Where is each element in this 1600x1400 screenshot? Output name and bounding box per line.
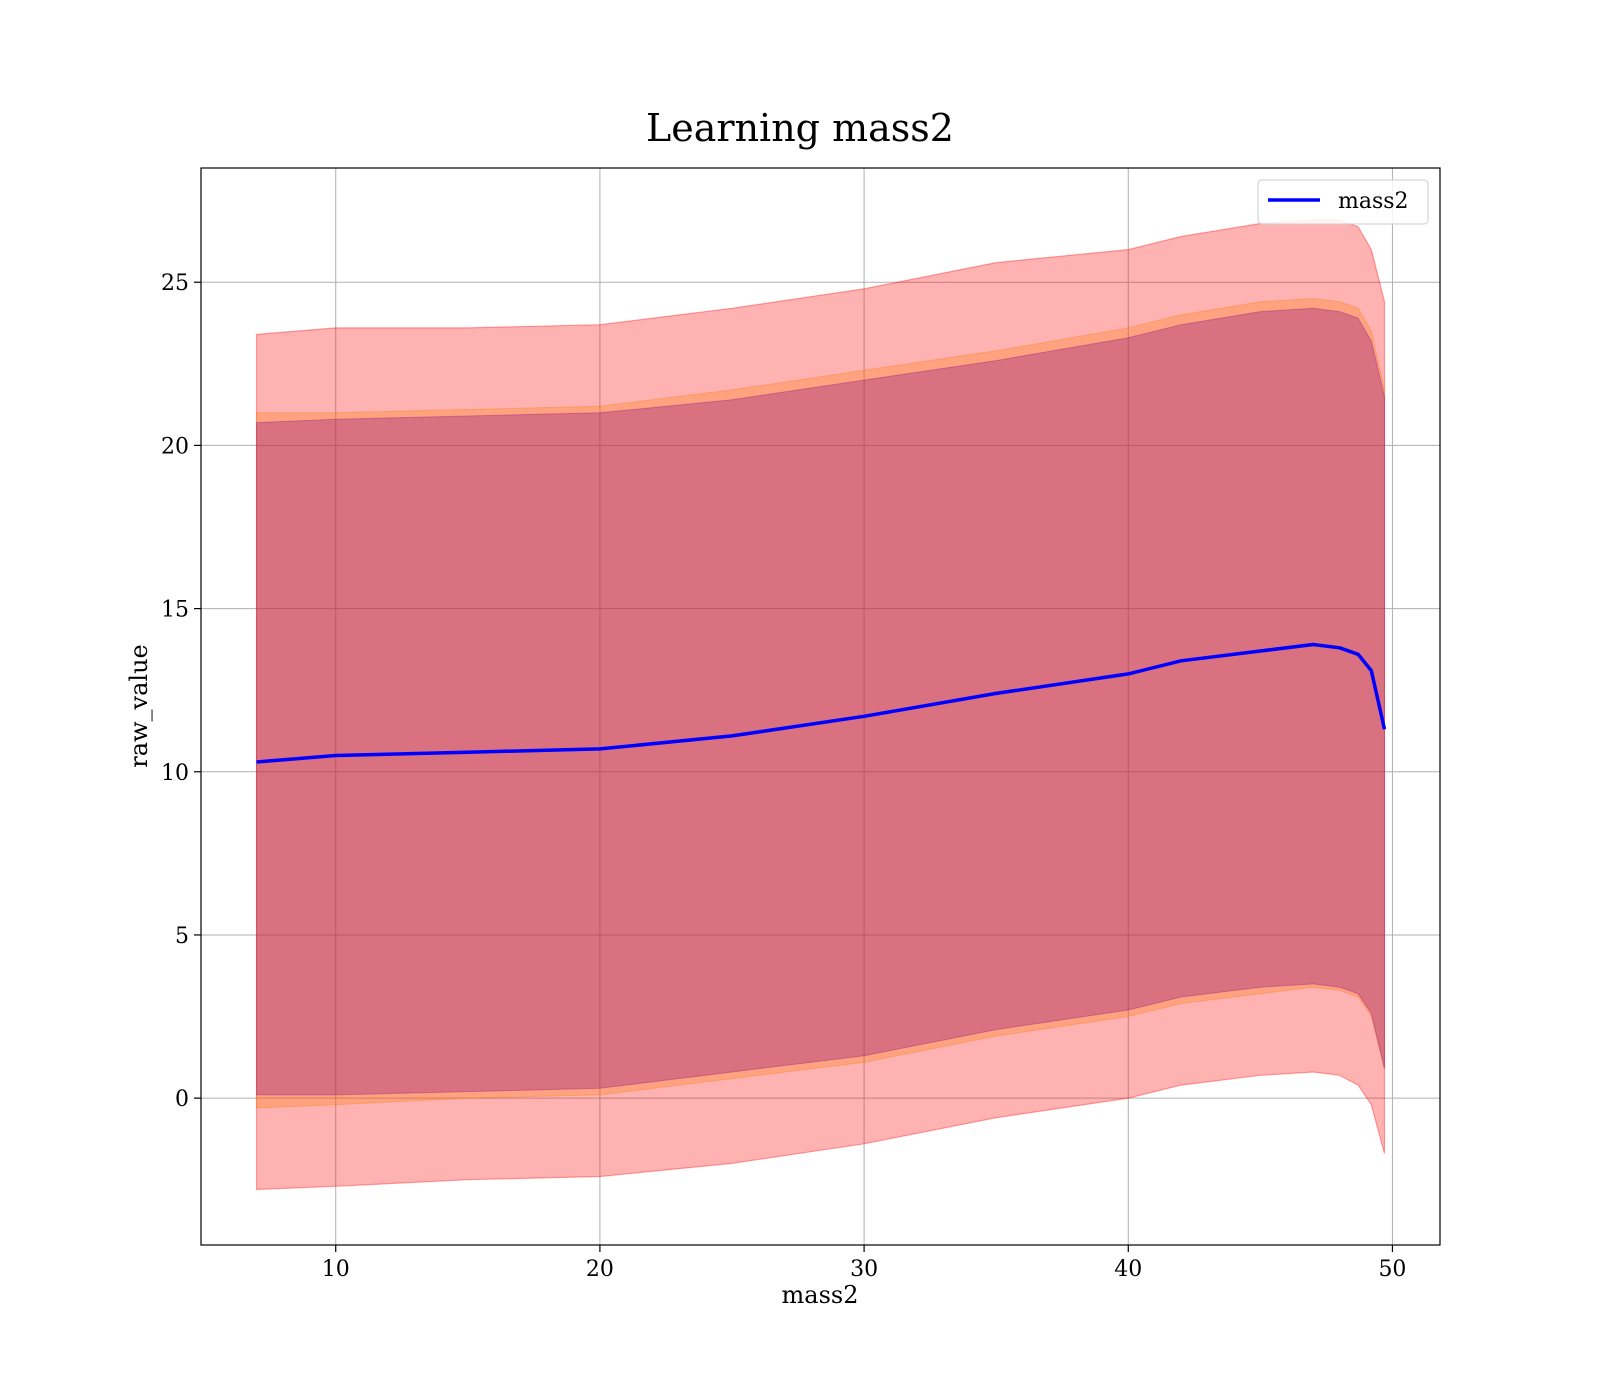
y-tick-label: 5 xyxy=(175,924,189,949)
grid-lines xyxy=(201,168,1440,1245)
x-tick-label: 40 xyxy=(1114,1257,1142,1282)
y-tick-label: 15 xyxy=(161,598,189,623)
legend: mass2 xyxy=(1257,179,1429,225)
bands xyxy=(255,219,1386,1191)
y-tick-label: 20 xyxy=(161,434,189,459)
x-tick-label: 50 xyxy=(1378,1257,1406,1282)
series-lines xyxy=(256,642,1387,764)
x-tick-label: 10 xyxy=(322,1257,350,1282)
inner-band xyxy=(256,307,1385,1096)
series-line-mass2 xyxy=(256,642,1387,764)
plot-frame xyxy=(200,167,1441,1246)
legend-label-mass2: mass2 xyxy=(1338,189,1409,214)
x-axis-label: mass2 xyxy=(782,1281,859,1309)
x-tick-label: 20 xyxy=(586,1257,614,1282)
middle-band xyxy=(256,297,1385,1109)
chart-title: Learning mass2 xyxy=(646,106,954,150)
outer-band xyxy=(255,219,1386,1191)
x-axis-ticks: 10 20 30 40 50 xyxy=(322,1245,1406,1282)
y-tick-label: 0 xyxy=(175,1087,189,1112)
y-tick-label: 10 xyxy=(161,761,189,786)
y-axis-ticks: 0 5 10 15 20 25 xyxy=(161,271,201,1112)
y-axis-label: raw_value xyxy=(125,644,153,768)
legend-box xyxy=(1257,179,1429,225)
x-tick-label: 30 xyxy=(850,1257,878,1282)
y-tick-label: 25 xyxy=(161,271,189,296)
